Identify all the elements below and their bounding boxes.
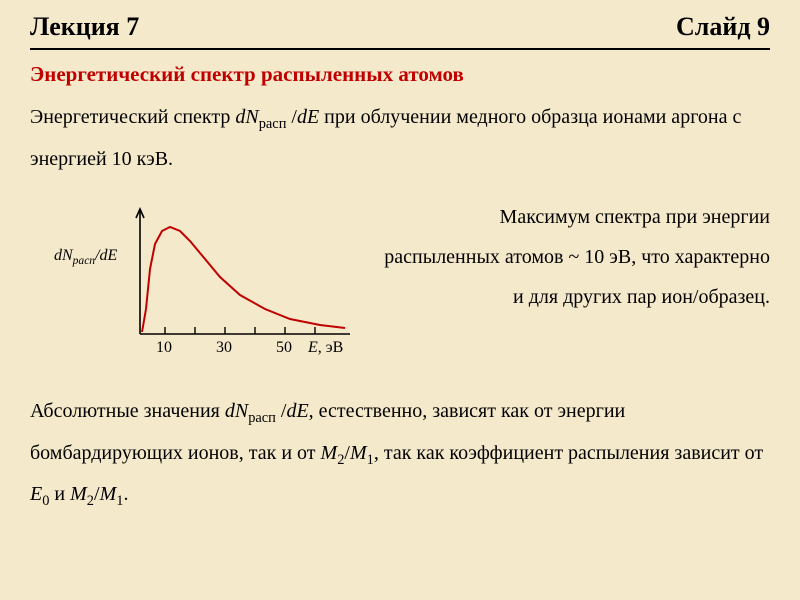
chart-x-tick: 10 [156, 339, 172, 357]
bottom-paragraph: Абсолютные значения dNрасп /dE, естестве… [0, 391, 800, 516]
chart-x-tick: 30 [216, 339, 232, 357]
slide-header: Лекция 7 Слайд 9 [0, 0, 800, 46]
header-divider [30, 48, 770, 50]
energy-spectrum-chart: dNрасп/dE 10 30 50 E, эВ [30, 189, 370, 379]
lecture-number: Лекция 7 [30, 12, 139, 42]
section-title: Энергетический спектр распыленных атомов [0, 58, 800, 97]
chart-and-caption-row: dNрасп/dE 10 30 50 E, эВ Максимум спектра … [0, 179, 800, 391]
chart-x-tick: 50 [276, 339, 292, 357]
chart-y-label: dNрасп/dE [54, 247, 117, 267]
chart-side-text: Максимум спектра при энергии распыленных… [370, 189, 770, 317]
intro-paragraph: Энергетический спектр dNрасп /dE при обл… [0, 97, 800, 179]
slide-number: Слайд 9 [676, 12, 770, 42]
chart-x-label: E, эВ [308, 339, 343, 357]
